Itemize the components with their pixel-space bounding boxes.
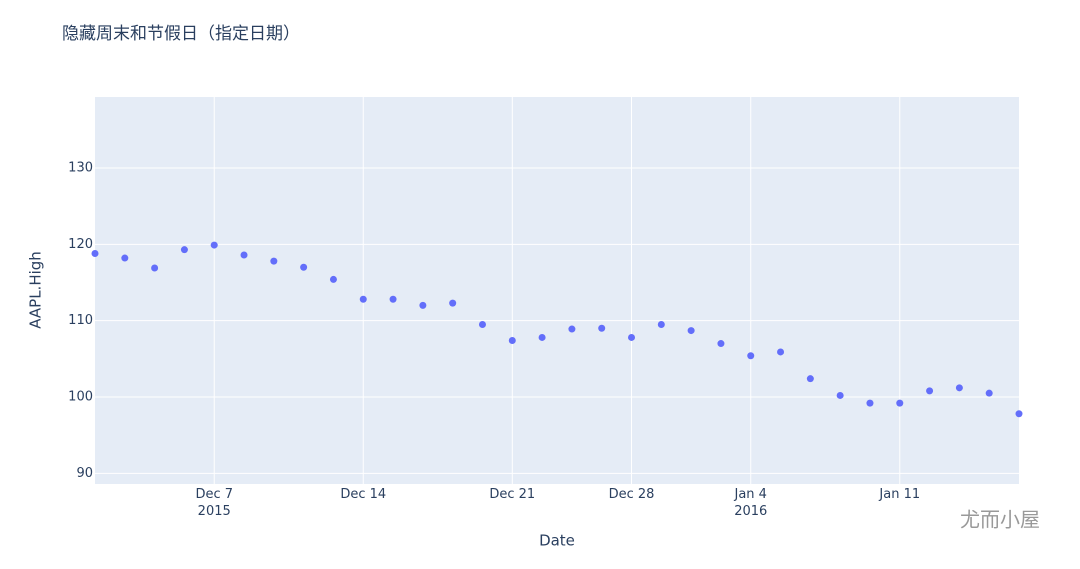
point: [151, 264, 159, 272]
point: [866, 399, 874, 407]
point: [896, 399, 904, 407]
point: [240, 251, 248, 259]
point: [777, 348, 785, 356]
point: [806, 375, 814, 383]
point: [180, 246, 188, 254]
chart-title: 隐藏周末和节假日（指定日期）: [62, 24, 300, 44]
point: [449, 299, 457, 307]
y-tick-label: 110: [68, 313, 93, 328]
x-tick-label: Dec 14: [340, 487, 387, 502]
x-tick-label: Dec 7 2015: [195, 487, 233, 519]
point: [657, 320, 665, 328]
point: [717, 340, 725, 348]
point: [1015, 410, 1023, 418]
point: [747, 352, 755, 360]
point: [478, 320, 486, 328]
point: [419, 301, 427, 309]
point: [628, 333, 636, 341]
point: [508, 336, 516, 344]
point: [210, 241, 218, 249]
point: [955, 384, 963, 392]
point: [329, 275, 337, 283]
point: [598, 324, 606, 332]
point: [389, 295, 397, 303]
x-tick-label: Jan 11: [879, 487, 921, 502]
point: [985, 389, 993, 397]
x-tick-label: Dec 21: [489, 487, 536, 502]
y-tick-label: 120: [68, 237, 93, 252]
point: [91, 249, 99, 257]
point: [538, 333, 546, 341]
point: [300, 263, 308, 271]
y-axis-title: AAPL.High: [27, 251, 45, 329]
point: [568, 325, 576, 333]
point: [836, 391, 844, 399]
x-tick-label: Jan 4 2016: [734, 487, 768, 519]
y-tick-label: 100: [68, 389, 93, 404]
point: [926, 387, 934, 395]
point: [121, 254, 129, 262]
y-tick-label: 90: [76, 466, 93, 481]
x-axis-title: Date: [539, 532, 575, 550]
point: [270, 257, 278, 265]
x-tick-label: Dec 28: [608, 487, 655, 502]
point: [687, 327, 695, 335]
y-tick-label: 130: [68, 160, 93, 175]
watermark: 尤而小屋: [960, 508, 1040, 532]
plot-area: [95, 97, 1019, 484]
point: [359, 295, 367, 303]
